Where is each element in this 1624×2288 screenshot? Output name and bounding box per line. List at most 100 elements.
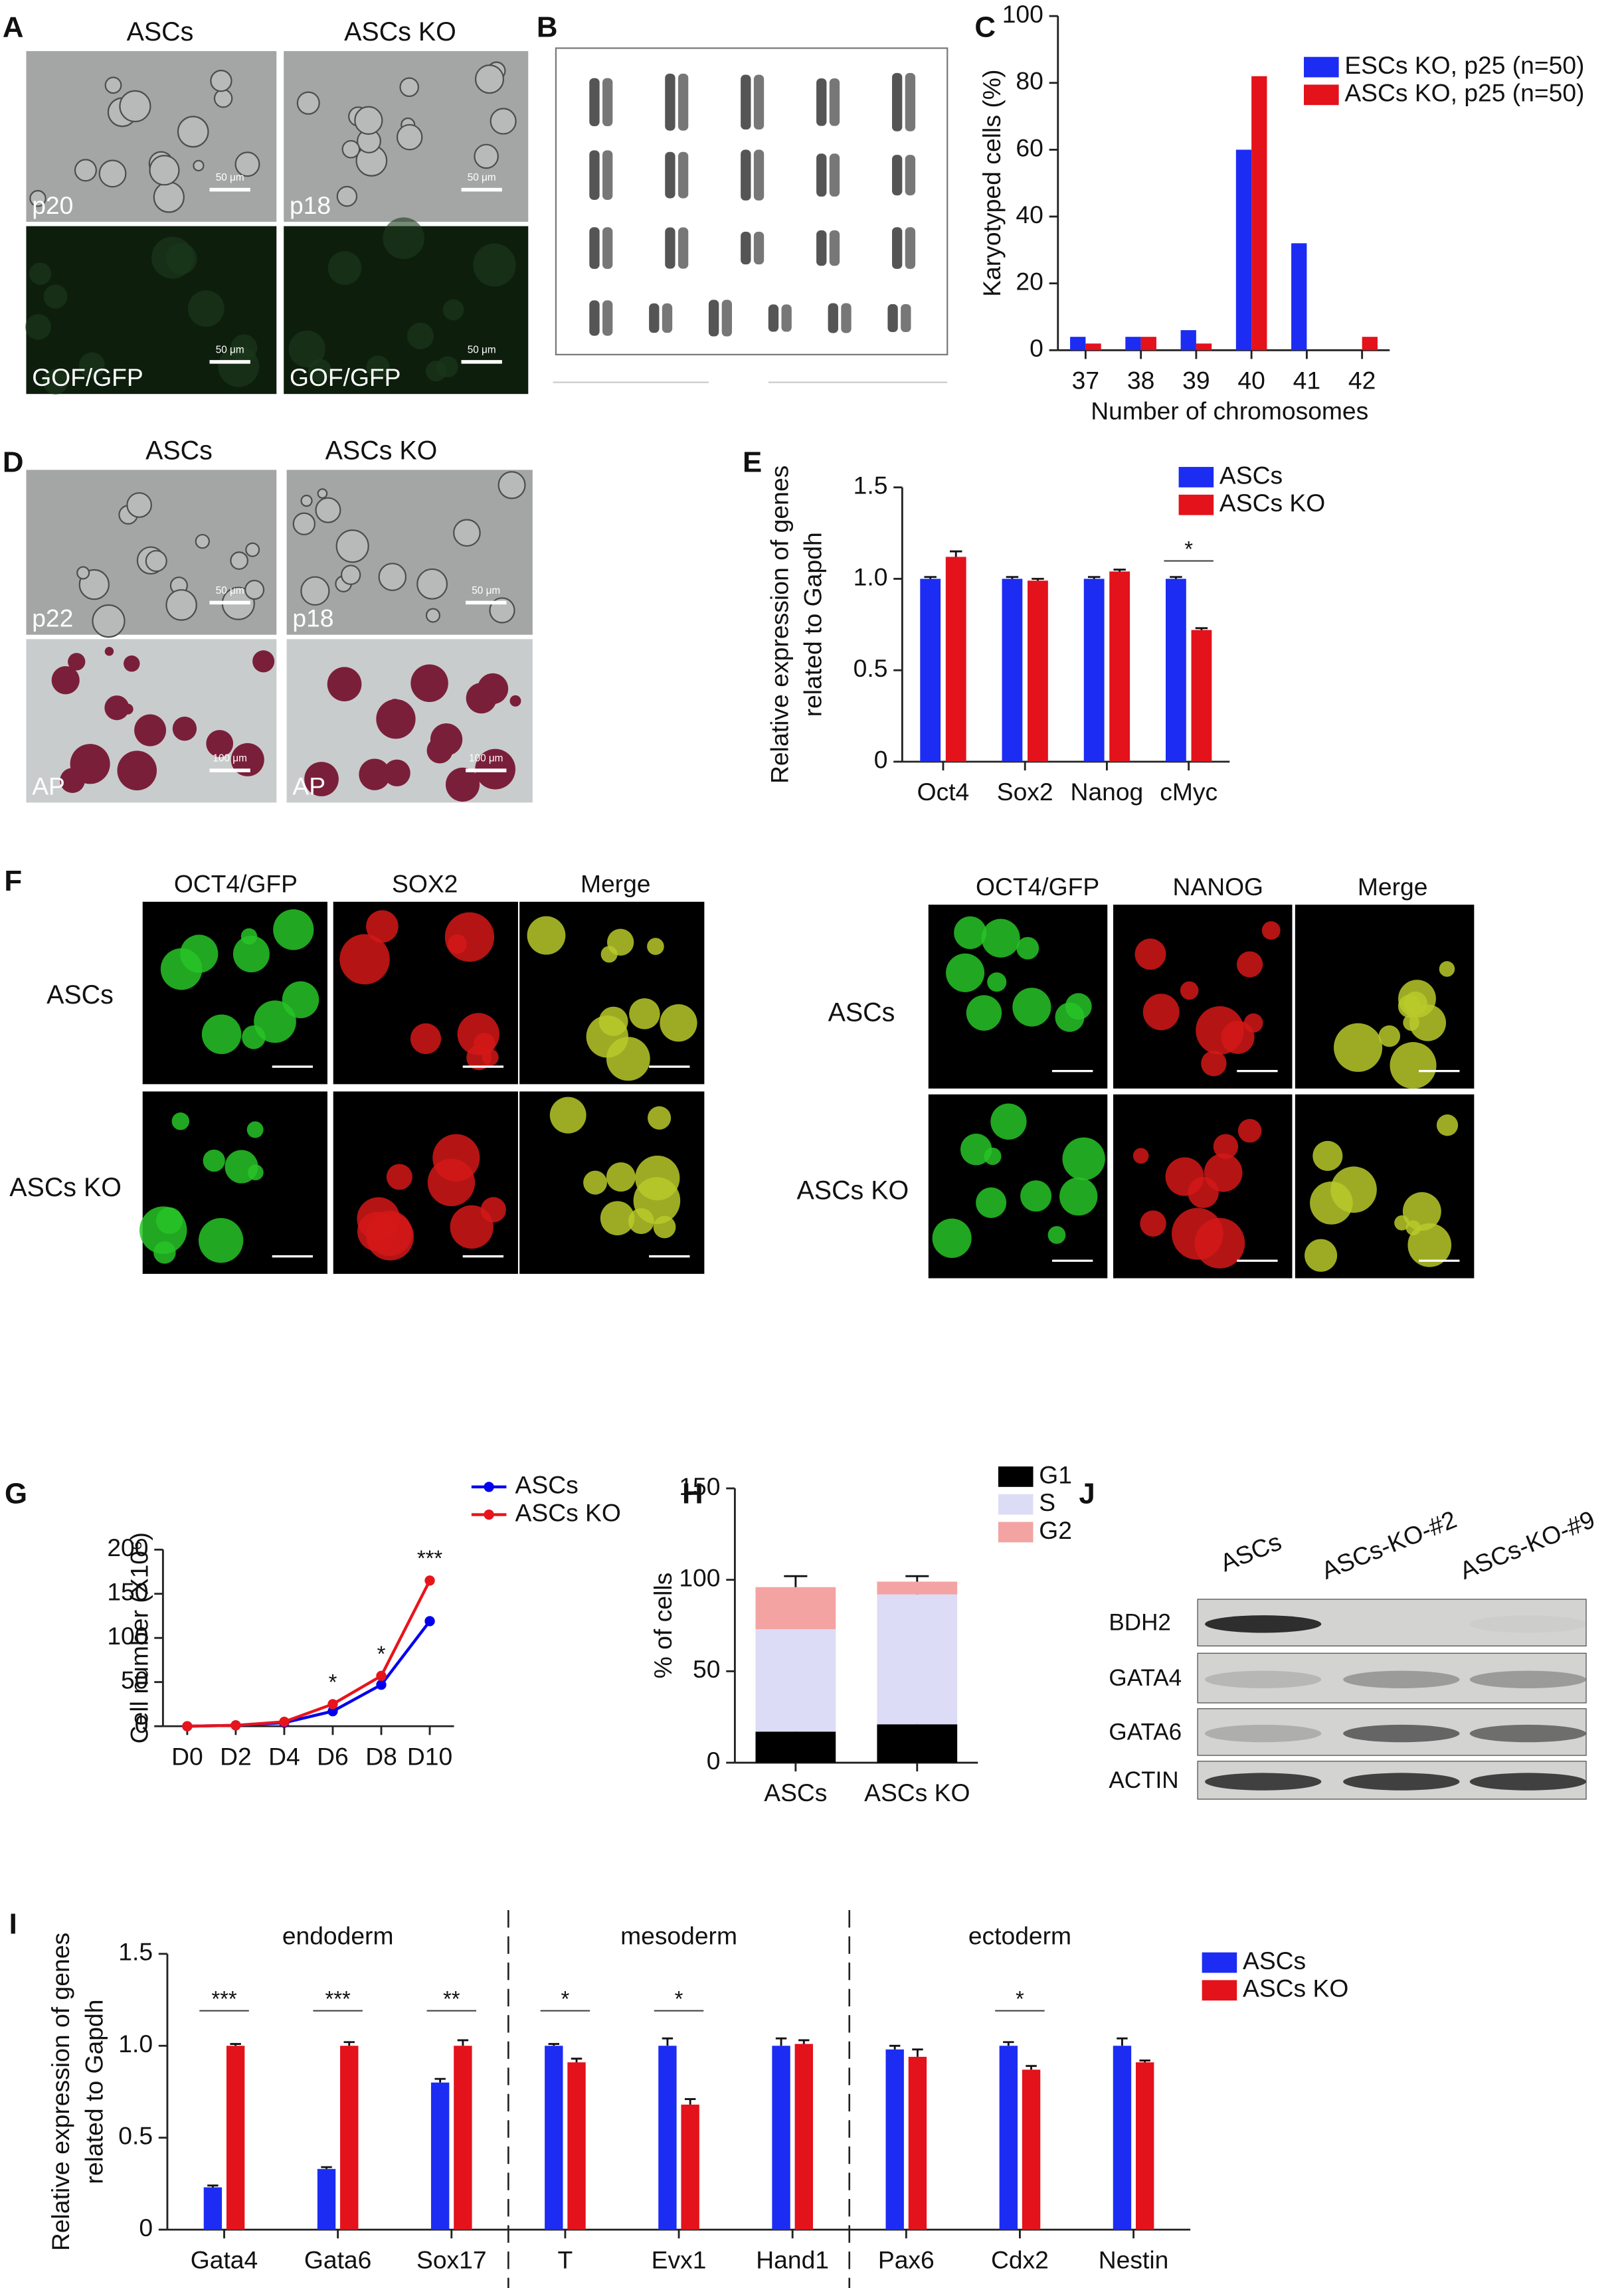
y-tick-label: 150: [679, 1472, 720, 1500]
cell-colony: [366, 910, 399, 943]
cell-colony: [354, 106, 383, 135]
error-bar: [1195, 627, 1208, 630]
cell-colony: [396, 124, 423, 151]
cell-colony: [410, 664, 448, 703]
bar: [1235, 149, 1252, 351]
annotation: ***: [211, 1986, 237, 2011]
bar: [1251, 76, 1267, 351]
column-label: ASCs KO: [325, 436, 438, 465]
column-label: OCT4/GFP: [976, 873, 1099, 901]
x-tick-label: T: [558, 2245, 573, 2273]
bar: [1196, 343, 1212, 351]
point: [376, 1679, 387, 1690]
cell-colony: [300, 576, 330, 606]
panel-label: A: [3, 11, 24, 43]
cell-colony: [336, 185, 358, 207]
cell-colony: [442, 299, 464, 321]
cell-colony: [1134, 938, 1166, 970]
bar: [999, 2046, 1018, 2230]
point: [182, 1721, 193, 1731]
cell-colony: [606, 1162, 636, 1192]
cell-colony: [213, 88, 233, 108]
error-bar: [949, 550, 962, 557]
bar: [454, 2046, 472, 2230]
chromosome: [887, 304, 898, 333]
x-axis-label: Number of chromosomes: [1091, 397, 1368, 425]
x-tick-label: Pax6: [878, 2245, 935, 2273]
image-label: p18: [290, 191, 331, 219]
annotation: *: [1016, 1986, 1024, 2011]
x-tick-label: 37: [1072, 366, 1099, 394]
cell-colony: [647, 938, 664, 955]
chromosome: [677, 73, 689, 131]
bar-segment: [877, 1581, 958, 1595]
cell-colony: [119, 90, 151, 123]
legend-swatch: [1304, 56, 1339, 78]
cell-colony: [1390, 1042, 1437, 1089]
chromosome: [768, 304, 779, 332]
blot-band: [1469, 1773, 1587, 1791]
image-label: GOF/GFP: [32, 363, 143, 391]
bar: [1140, 337, 1156, 351]
cell-colony: [153, 181, 185, 213]
point: [327, 1706, 338, 1717]
chromosome: [665, 151, 676, 199]
chromosome: [741, 149, 751, 201]
cell-colony: [201, 1014, 242, 1055]
cell-colony: [357, 1211, 397, 1252]
image-label: AP: [32, 772, 65, 800]
cell-colony: [151, 236, 194, 279]
cell-colony: [378, 563, 407, 591]
cell-colony: [466, 683, 497, 714]
panel-label: I: [9, 1908, 17, 1941]
panel-label: C: [974, 11, 996, 43]
y-tick-label: 50: [693, 1655, 720, 1683]
legend-swatch: [998, 1494, 1034, 1515]
cell-colony: [234, 151, 260, 177]
cell-colony: [230, 334, 258, 361]
chromosome: [649, 303, 660, 333]
y-tick-label: 40: [1016, 201, 1043, 228]
point: [424, 1616, 435, 1627]
cell-colony: [308, 359, 332, 383]
cell-colony: [1305, 1239, 1338, 1272]
cell-colony: [153, 1241, 176, 1264]
error-bar: [684, 2098, 696, 2105]
chromosome: [753, 231, 765, 265]
x-tick-label: ASCs KO: [864, 1779, 970, 1806]
bar: [317, 2168, 336, 2230]
blot-band: [1343, 1724, 1460, 1743]
cell-colony: [1142, 994, 1180, 1031]
error-bar: [1139, 2060, 1150, 2063]
column-label: NANOG: [1172, 873, 1263, 901]
cell-colony: [339, 934, 390, 985]
cell-colony: [247, 1164, 264, 1181]
column-label: ASCs: [127, 17, 194, 46]
image-label: AP: [292, 772, 325, 800]
cell-colony: [490, 108, 517, 135]
cell-colony: [1237, 1118, 1262, 1143]
cell-colony: [244, 579, 265, 600]
bar: [772, 2046, 790, 2230]
bar: [1022, 2069, 1041, 2230]
error-bar: [457, 2039, 469, 2046]
cell-colony: [447, 934, 468, 954]
group-label: endoderm: [282, 1922, 394, 1950]
row-label: ACTIN: [1109, 1767, 1178, 1793]
cell-colony: [660, 1004, 697, 1042]
error-bar: [548, 2043, 560, 2046]
x-tick-label: D2: [220, 1742, 252, 1770]
y-axis-label: related to Gapdh: [80, 1999, 108, 2184]
cell-colony: [230, 551, 248, 570]
chromosome: [829, 78, 840, 126]
cell-colony: [1236, 951, 1263, 978]
error-bar: [1003, 2041, 1014, 2046]
row-label: BDH2: [1109, 1610, 1170, 1636]
cell-colony: [51, 666, 80, 695]
cell-colony: [1062, 1137, 1105, 1181]
cell-colony: [155, 1207, 183, 1234]
karyotype-frame: [555, 47, 948, 355]
image-label: GOF/GFP: [290, 363, 401, 391]
legend-label: G1: [1039, 1460, 1072, 1488]
chromosome: [905, 227, 916, 269]
